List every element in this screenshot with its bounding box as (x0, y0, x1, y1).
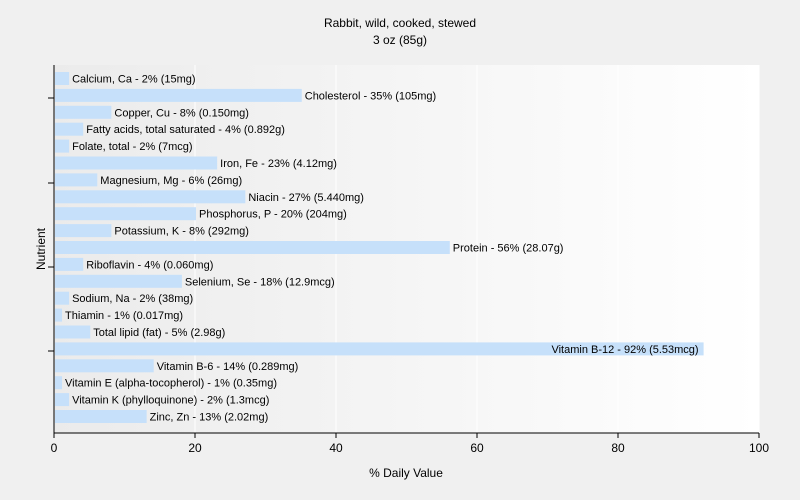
bars-group: Calcium, Ca - 2% (15mg) Cholesterol - 35%… (55, 72, 704, 424)
bar (55, 156, 218, 170)
bar-label: Phosphorus, P - 20% (204mg) (199, 209, 347, 221)
x-tick-label: 0 (51, 441, 58, 455)
x-tick-label: 20 (188, 441, 202, 455)
bar (55, 224, 112, 238)
axes-group: 0 20 40 60 80 100 (48, 65, 769, 455)
bar-label: Niacin - 27% (5.440mg) (248, 192, 364, 204)
bar-label: Folate, total - 2% (7mcg) (72, 141, 192, 153)
bar (55, 410, 147, 423)
bar-label: Vitamin B-6 - 14% (0.289mg) (157, 361, 299, 373)
bar (55, 308, 63, 322)
bar-label: Cholesterol - 35% (105mg) (305, 90, 436, 102)
bar-label: Fatty acids, total saturated - 4% (0.892… (86, 124, 285, 136)
y-axis-label: Nutrient (34, 227, 48, 270)
x-tick-label: 60 (470, 441, 484, 455)
bar-label: Vitamin E (alpha-tocopherol) - 1% (0.35m… (65, 378, 277, 390)
chart-subtitle: 3 oz (85g) (373, 33, 427, 47)
bar (55, 359, 154, 373)
bar (55, 88, 302, 102)
bar-label: Sodium, Na - 2% (38mg) (72, 293, 193, 305)
bar-label: Riboflavin - 4% (0.060mg) (86, 259, 213, 271)
bar-label: Magnesium, Mg - 6% (26mg) (100, 175, 242, 187)
bar (55, 274, 182, 288)
bar-label: Iron, Fe - 23% (4.12mg) (220, 158, 337, 170)
x-tick-label: 40 (329, 441, 343, 455)
bar-label: Selenium, Se - 18% (12.9mcg) (185, 276, 335, 288)
chart-title: Rabbit, wild, cooked, stewed (324, 16, 476, 30)
bar (55, 173, 98, 187)
bar (55, 207, 196, 221)
x-tick-label: 80 (611, 441, 625, 455)
bar-label: Vitamin K (phylloquinone) - 2% (1.3mcg) (72, 395, 269, 407)
bar-label: Thiamin - 1% (0.017mg) (65, 310, 183, 322)
x-axis-label: % Daily Value (369, 466, 443, 480)
bar-label: Total lipid (fat) - 5% (2.98g) (93, 327, 225, 339)
bar (55, 122, 84, 136)
bar-label: Zinc, Zn - 13% (2.02mg) (150, 412, 269, 424)
bar (55, 393, 70, 407)
bar (55, 325, 91, 339)
bar (55, 105, 112, 119)
bar-label: Protein - 56% (28.07g) (453, 243, 564, 255)
bar-label: Copper, Cu - 8% (0.150mg) (114, 107, 249, 119)
bar (55, 376, 63, 390)
bar (55, 257, 84, 271)
bar (55, 190, 246, 204)
bar (55, 241, 450, 254)
bar (55, 291, 70, 305)
bar-label: Calcium, Ca - 2% (15mg) (72, 74, 195, 86)
bar-label: Vitamin B-12 - 92% (5.53mcg) (551, 344, 698, 356)
bar-label: Potassium, K - 8% (292mg) (114, 226, 249, 238)
bar (55, 139, 70, 153)
bar (55, 342, 704, 356)
bar (55, 72, 70, 85)
x-tick-label: 100 (749, 441, 769, 455)
